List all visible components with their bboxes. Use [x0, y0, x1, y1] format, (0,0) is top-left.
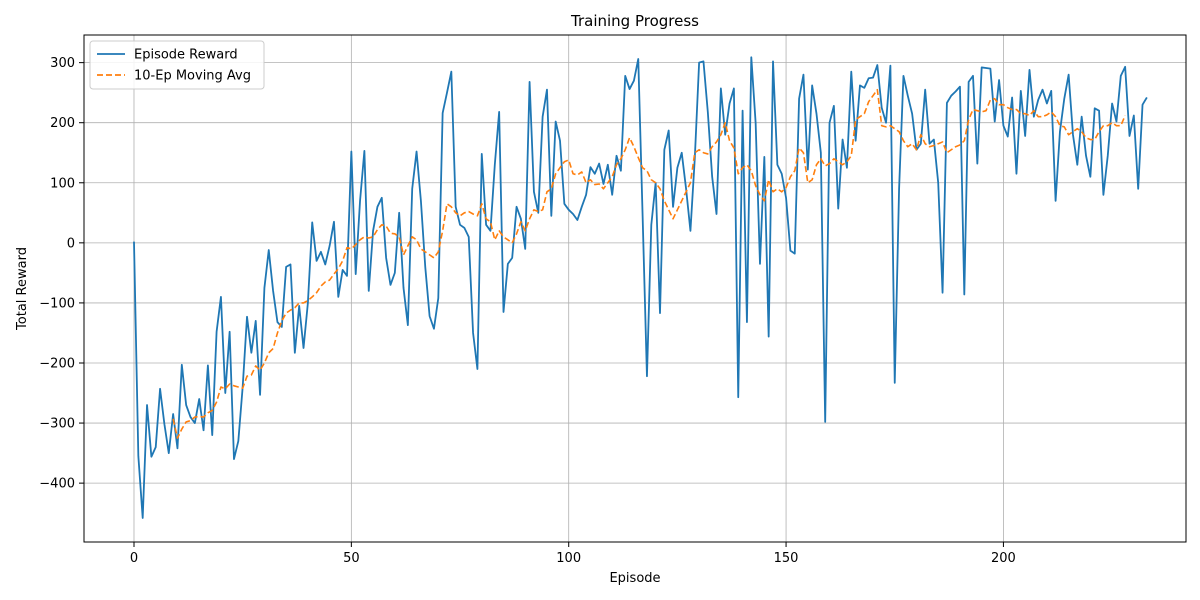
- series-line-moving-avg: [172, 88, 1126, 439]
- x-tick-label: 150: [774, 551, 799, 566]
- chart-title: Training Progress: [570, 12, 699, 30]
- legend-label: Episode Reward: [134, 48, 238, 63]
- y-axis-label: Total Reward: [15, 247, 30, 331]
- x-axis-label: Episode: [609, 571, 660, 586]
- grid-lines: [84, 35, 1186, 542]
- y-tick-label: 300: [50, 56, 75, 71]
- x-tick-label: 100: [556, 551, 581, 566]
- y-tick-label: −300: [39, 417, 75, 432]
- x-tick-label: 200: [991, 551, 1016, 566]
- y-tick-label: 0: [67, 236, 75, 251]
- legend-box: [89, 40, 265, 90]
- y-tick-label: 100: [50, 176, 75, 191]
- y-tick-label: 200: [50, 116, 75, 131]
- axis-ticks: 0 50 100 150 200 −400 −300 −200 −100 0 100 200 300: [39, 56, 1016, 566]
- legend-label: 10-Ep Moving Avg: [134, 69, 251, 84]
- y-tick-label: −400: [39, 477, 75, 492]
- axes-frame: [83, 34, 1187, 543]
- legend: Episode Reward 10-Ep Moving Avg: [89, 40, 265, 90]
- plot-area: [133, 56, 1148, 519]
- x-tick-label: 50: [343, 551, 360, 566]
- y-tick-label: −200: [39, 356, 75, 371]
- series-line-episode-reward: [133, 56, 1148, 519]
- y-tick-label: −100: [39, 296, 75, 311]
- x-tick-label: 0: [130, 551, 138, 566]
